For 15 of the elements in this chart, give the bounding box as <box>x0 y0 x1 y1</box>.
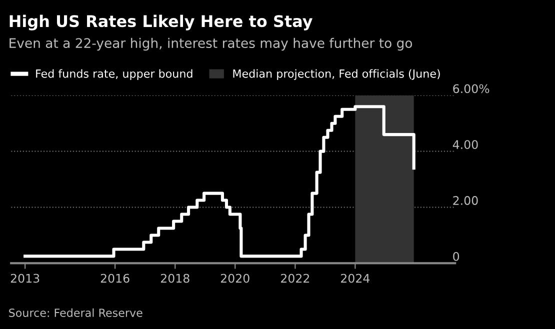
source-note: Source: Federal Reserve <box>9 308 142 317</box>
y-tick-label: 4.00 <box>452 140 478 150</box>
x-tick-label: 2024 <box>341 274 370 283</box>
x-tick-label: 2022 <box>281 274 310 283</box>
legend-label: Fed funds rate, upper bound <box>36 69 192 80</box>
x-tick-label: 2013 <box>10 274 40 283</box>
y-tick-label: 0 <box>453 252 460 261</box>
x-tick-label: 2016 <box>100 274 130 283</box>
chart-title: High US Rates Likely Here to Stay <box>10 14 312 30</box>
chart-subtitle: Even at a 22-year high, interest rates may have further to go <box>10 38 412 51</box>
x-tick-label: 2018 <box>160 274 190 283</box>
y-tick-label: 2.00 <box>453 196 478 205</box>
y-tick-label: 6.00% <box>453 84 490 94</box>
x-tick-label: 2020 <box>220 274 250 283</box>
legend-label: Median projection, Fed officials (June) <box>233 69 440 80</box>
